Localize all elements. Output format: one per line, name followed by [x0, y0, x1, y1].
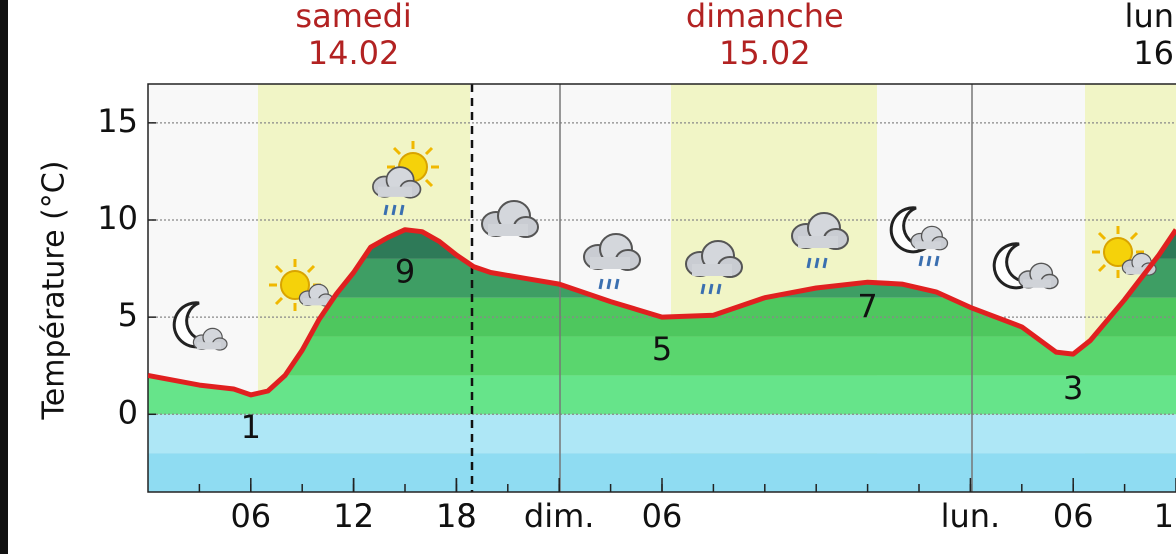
- extreme-label: 9: [395, 252, 415, 290]
- day-date: 14.02: [308, 34, 400, 72]
- y-tick-label: 10: [97, 199, 138, 237]
- cold-band: [148, 414, 1176, 454]
- extreme-label: 5: [652, 330, 672, 368]
- frame-edge: [0, 0, 8, 554]
- plot-frame: [147, 83, 1176, 493]
- x-tick-label: 12: [333, 497, 374, 535]
- day-name: dimanche: [686, 0, 844, 35]
- x-tick-label: dim.: [524, 497, 595, 535]
- x-tick-label: 18: [436, 497, 477, 535]
- day-date: 15.02: [719, 34, 811, 72]
- day-date: 16: [1133, 34, 1174, 72]
- x-tick-label: 1: [1154, 497, 1174, 535]
- warm-band: [148, 375, 1176, 415]
- day-name: lun: [1125, 0, 1174, 35]
- x-tick-label: 12: [333, 497, 374, 535]
- y-tick-label: 15: [97, 102, 138, 140]
- extreme-label: 3: [1063, 369, 1083, 407]
- y-tick-label: 5: [118, 296, 138, 334]
- warm-band: [148, 336, 1176, 376]
- x-tick-label: 06: [642, 497, 683, 535]
- x-tick-label: 18: [436, 497, 477, 535]
- x-tick-label: lun.: [941, 497, 1001, 535]
- plot-area: [148, 84, 1176, 492]
- y-axis-label: Température (°C): [37, 161, 72, 421]
- extreme-label: 1: [241, 408, 261, 446]
- x-tick-label: 06: [230, 497, 271, 535]
- x-tick-label: 06: [1053, 497, 1094, 535]
- day-name: samedi: [295, 0, 411, 35]
- extreme-label: 7: [857, 287, 877, 325]
- temperature-line: [148, 227, 1176, 398]
- y-tick-label: 0: [118, 393, 138, 431]
